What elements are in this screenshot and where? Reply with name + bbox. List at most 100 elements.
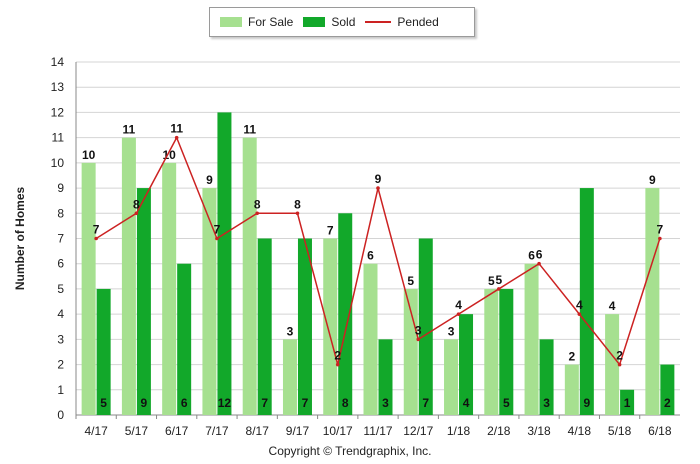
y-tick-label: 9 bbox=[57, 181, 64, 195]
data-label-sold: 3 bbox=[382, 396, 389, 410]
bar-for-sale bbox=[162, 162, 177, 415]
data-label-for-sale: 7 bbox=[327, 224, 334, 238]
data-label-for-sale: 9 bbox=[206, 173, 213, 187]
data-label-pended: 9 bbox=[375, 172, 382, 186]
data-label-for-sale: 10 bbox=[82, 148, 96, 162]
data-label-sold: 7 bbox=[302, 396, 309, 410]
point-pended bbox=[456, 312, 461, 316]
x-tick-label: 4/18 bbox=[568, 424, 592, 438]
legend-item-sold: Sold bbox=[303, 15, 355, 29]
y-axis-title: Number of Homes bbox=[13, 187, 27, 291]
legend-label-pended: Pended bbox=[397, 15, 439, 29]
data-label-pended: 2 bbox=[334, 349, 341, 363]
data-label-for-sale: 3 bbox=[448, 324, 455, 338]
bar-for-sale bbox=[645, 188, 660, 415]
data-label-for-sale: 5 bbox=[488, 274, 495, 288]
y-tick-label: 13 bbox=[51, 80, 65, 94]
bar-sold bbox=[418, 238, 433, 415]
y-tick-label: 8 bbox=[57, 206, 64, 220]
data-label-pended: 8 bbox=[254, 197, 261, 211]
data-label-sold: 5 bbox=[100, 396, 107, 410]
bar-sold bbox=[177, 263, 192, 415]
data-label-sold: 9 bbox=[583, 396, 590, 410]
legend-label-for-sale: For Sale bbox=[248, 15, 294, 29]
bar-sold bbox=[338, 213, 353, 415]
data-label-pended: 8 bbox=[133, 197, 140, 211]
data-label-pended: 7 bbox=[93, 223, 100, 237]
data-label-pended: 2 bbox=[616, 349, 623, 363]
data-label-pended: 3 bbox=[415, 323, 422, 337]
point-pended bbox=[295, 211, 300, 216]
data-label-for-sale: 11 bbox=[123, 123, 136, 137]
data-label-for-sale: 3 bbox=[287, 324, 294, 338]
point-pended bbox=[497, 287, 501, 291]
point-pended bbox=[376, 186, 380, 190]
data-label-sold: 4 bbox=[463, 396, 470, 410]
bar-for-sale bbox=[81, 162, 96, 415]
data-label-sold: 12 bbox=[218, 396, 232, 410]
bar-for-sale bbox=[121, 137, 136, 415]
point-pended bbox=[134, 211, 139, 216]
legend-item-for-sale: For Sale bbox=[220, 15, 293, 29]
data-label-for-sale: 9 bbox=[649, 173, 656, 187]
data-label-sold: 3 bbox=[543, 396, 550, 410]
bar-sold bbox=[660, 364, 675, 415]
data-label-for-sale: 6 bbox=[528, 249, 535, 263]
y-tick-label: 10 bbox=[51, 156, 65, 170]
data-label-sold: 6 bbox=[181, 396, 188, 410]
bar-for-sale bbox=[202, 188, 217, 415]
point-pended bbox=[617, 362, 622, 367]
data-label-pended: 8 bbox=[294, 197, 301, 211]
bar-sold bbox=[297, 238, 312, 415]
legend-swatch-pended bbox=[365, 21, 392, 23]
x-tick-label: 7/17 bbox=[205, 424, 229, 438]
y-tick-label: 3 bbox=[57, 332, 64, 346]
data-label-sold: 1 bbox=[624, 396, 631, 410]
bar-for-sale bbox=[605, 314, 620, 415]
point-pended bbox=[255, 211, 259, 216]
data-label-for-sale: 5 bbox=[407, 274, 414, 288]
bar-sold bbox=[539, 339, 554, 415]
point-pended bbox=[416, 337, 421, 342]
bar-sold bbox=[459, 314, 474, 415]
bar-for-sale bbox=[363, 263, 378, 415]
x-tick-label: 2/18 bbox=[487, 424, 511, 438]
data-label-pended: 11 bbox=[170, 122, 183, 136]
bar-for-sale bbox=[564, 364, 579, 415]
bar-sold bbox=[136, 188, 151, 415]
y-tick-label: 14 bbox=[51, 55, 65, 69]
x-tick-label: 12/17 bbox=[403, 424, 433, 438]
point-pended bbox=[174, 135, 179, 140]
bar-sold bbox=[96, 288, 111, 415]
x-tick-label: 9/17 bbox=[286, 424, 310, 438]
data-label-pended: 4 bbox=[455, 298, 462, 312]
x-tick-label: 6/17 bbox=[165, 424, 189, 438]
x-tick-label: 10/17 bbox=[323, 424, 353, 438]
y-tick-label: 0 bbox=[57, 408, 64, 422]
data-label-pended: 6 bbox=[536, 248, 543, 262]
chart-legend: For Sale Sold Pended bbox=[209, 7, 475, 37]
y-tick-label: 12 bbox=[51, 105, 65, 119]
x-tick-label: 4/17 bbox=[84, 424, 108, 438]
bar-sold bbox=[217, 112, 232, 415]
bar-sold bbox=[499, 288, 514, 415]
bar-for-sale bbox=[242, 137, 257, 415]
data-label-sold: 9 bbox=[141, 396, 148, 410]
bar-for-sale bbox=[403, 288, 418, 415]
legend-swatch-sold bbox=[303, 17, 326, 27]
data-label-sold: 7 bbox=[422, 396, 429, 410]
point-pended bbox=[335, 362, 340, 367]
point-pended bbox=[215, 236, 219, 241]
point-pended bbox=[94, 236, 98, 241]
bar-sold bbox=[620, 389, 635, 415]
x-tick-label: 8/17 bbox=[246, 424, 270, 438]
data-label-sold: 7 bbox=[261, 396, 268, 410]
data-label-pended: 7 bbox=[214, 223, 221, 237]
bar-sold bbox=[378, 339, 393, 415]
x-tick-label: 3/18 bbox=[527, 424, 551, 438]
bar-sold bbox=[579, 188, 594, 415]
point-pended bbox=[577, 312, 582, 316]
bar-for-sale bbox=[484, 288, 499, 415]
y-tick-label: 5 bbox=[57, 282, 64, 296]
